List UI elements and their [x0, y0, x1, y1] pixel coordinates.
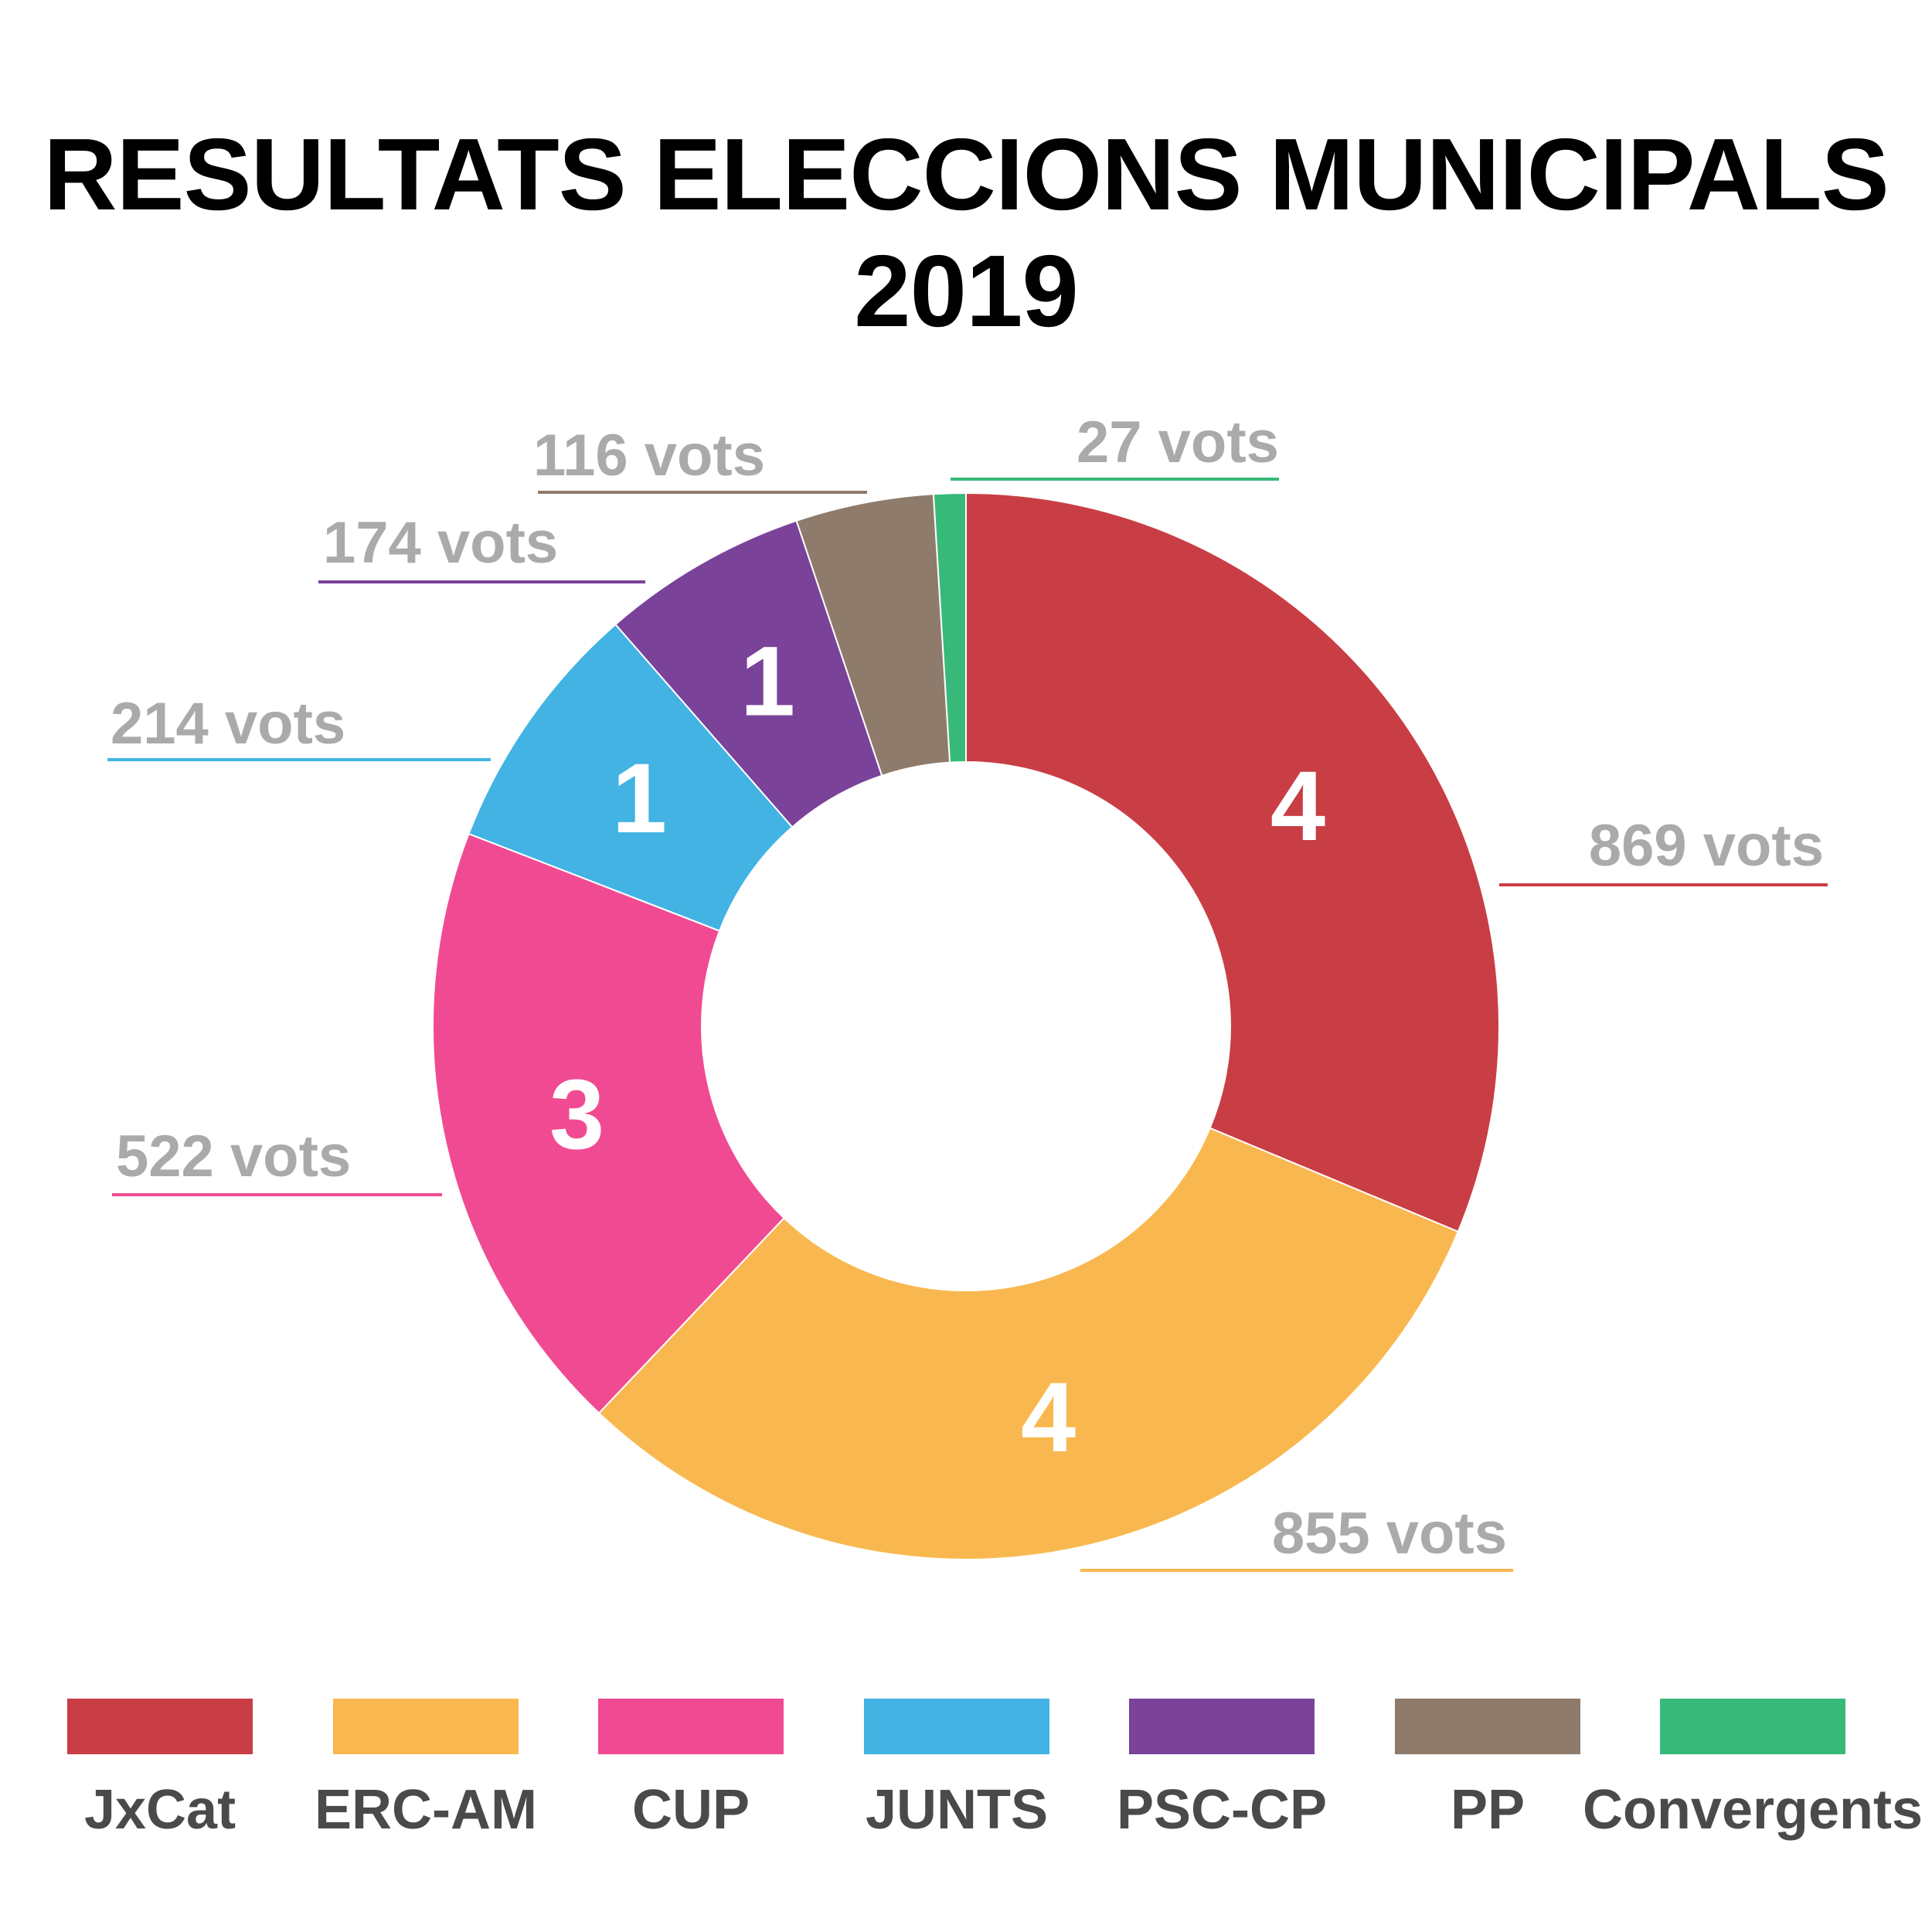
seat-labels-group: 4 4 3 11	[549, 626, 1325, 1473]
seat-label-jxcat: 4	[1270, 751, 1325, 862]
slice-erc-am	[597, 1127, 1460, 1561]
vote-label-erc-am: 855 vots	[1272, 1501, 1507, 1566]
legend-label-convergents: Convergents	[1583, 1779, 1923, 1841]
seat-label-erc-am: 4	[1021, 1362, 1076, 1473]
legend-label-jxcat: JxCat	[84, 1779, 236, 1841]
slice-junts	[468, 623, 794, 932]
seat-label-cup: 3	[549, 1060, 604, 1170]
slice-convergents	[932, 492, 967, 764]
vote-callouts-group: 869 vots 855 vots 522 vots 214 vots 174 vots…	[107, 410, 1828, 1572]
legend: JxCat ERC-AM CUP JUNTS PSC-CP PP Convergents	[67, 1699, 1923, 1841]
legend-swatch-erc-am	[333, 1699, 519, 1754]
legend-label-pp: PP	[1451, 1779, 1525, 1841]
seat-label-psc-cp: 1	[740, 626, 795, 736]
vote-label-convergents: 27 vots	[1077, 410, 1279, 475]
slice-jxcat	[965, 492, 1500, 1233]
chart-title: RESULTATS ELECCIONS MUNICIPALS 2019	[43, 117, 1889, 348]
legend-label-psc-cp: PSC-CP	[1117, 1779, 1327, 1841]
legend-swatch-jxcat	[67, 1699, 253, 1754]
legend-label-junts: JUNTS	[866, 1779, 1048, 1841]
slice-cup	[432, 832, 786, 1414]
vote-label-jxcat: 869 vots	[1589, 813, 1824, 879]
legend-label-erc-am: ERC-AM	[315, 1779, 537, 1841]
legend-swatch-junts	[864, 1699, 1049, 1754]
legend-swatch-pp	[1395, 1699, 1580, 1754]
vote-label-cup: 522 vots	[116, 1124, 351, 1189]
legend-swatch-psc-cp	[1129, 1699, 1315, 1754]
legend-swatch-convergents	[1660, 1699, 1845, 1754]
vote-label-junts: 214 vots	[111, 691, 345, 757]
slices-group	[432, 492, 1500, 1561]
vote-label-psc-cp: 174 vots	[323, 510, 558, 576]
vote-label-pp: 116 vots	[533, 423, 765, 488]
seat-label-junts: 1	[612, 743, 667, 854]
legend-label-cup: CUP	[632, 1779, 750, 1841]
legend-swatch-cup	[598, 1699, 784, 1754]
